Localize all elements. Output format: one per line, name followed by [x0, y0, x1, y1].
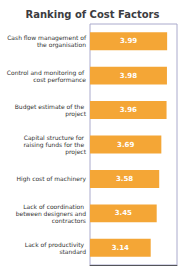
- svg-text:raising funds for the: raising funds for the: [23, 141, 86, 148]
- svg-text:Lack of productivity: Lack of productivity: [24, 240, 86, 248]
- svg-text:3.14: 3.14: [112, 244, 129, 252]
- svg-text:High cost of machinery: High cost of machinery: [16, 175, 86, 183]
- svg-text:Control and monitoring of: Control and monitoring of: [6, 68, 86, 76]
- svg-text:3.96: 3.96: [120, 106, 137, 114]
- svg-text:standard: standard: [59, 248, 86, 255]
- svg-text:between designers and: between designers and: [15, 209, 86, 217]
- svg-text:Capital structure for: Capital structure for: [23, 134, 86, 141]
- svg-text:the organisation: the organisation: [35, 41, 86, 49]
- svg-text:contractors: contractors: [52, 217, 86, 224]
- svg-text:project: project: [65, 148, 86, 156]
- svg-text:cost performance: cost performance: [33, 76, 86, 84]
- svg-text:project: project: [65, 110, 86, 118]
- svg-text:3.58: 3.58: [116, 175, 133, 183]
- svg-text:Cash flow management of: Cash flow management of: [7, 34, 86, 42]
- svg-text:3.45: 3.45: [115, 209, 132, 217]
- svg-text:3.98: 3.98: [120, 72, 137, 80]
- svg-text:Ranking of Cost Factors: Ranking of Cost Factors: [26, 9, 160, 20]
- svg-text:3.99: 3.99: [120, 37, 137, 45]
- svg-text:Budget estimate of the: Budget estimate of the: [14, 103, 86, 111]
- svg-text:Lack of coordination: Lack of coordination: [23, 203, 86, 210]
- svg-text:3.69: 3.69: [117, 141, 134, 149]
